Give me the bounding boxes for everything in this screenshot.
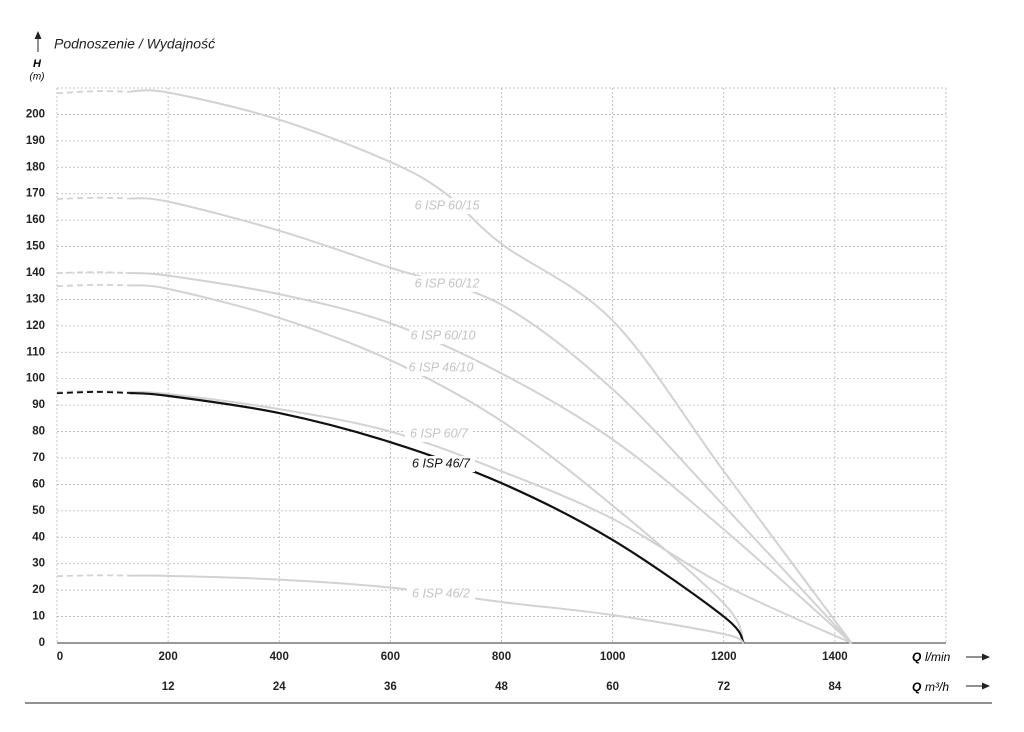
y-tick-label: 20 <box>32 584 45 596</box>
curve <box>129 272 853 644</box>
y-tick-label: 180 <box>26 161 45 173</box>
x-tick-label: 1000 <box>600 651 626 663</box>
plot-area: 0102030405060708090100110120130140150160… <box>26 87 947 693</box>
chart-title: Podnoszenie / Wydajność <box>54 36 215 52</box>
y-tick-label: 150 <box>26 241 45 253</box>
curve-label: 6 ISP 60/7 <box>410 426 469 440</box>
y-tick-label: 110 <box>26 346 45 358</box>
curve-label: 6 ISP 60/10 <box>411 328 476 342</box>
x2-axis-label: Q <box>912 680 922 694</box>
curve-dashed <box>56 90 130 95</box>
x-tick-label: 1200 <box>711 651 737 663</box>
curve-label: 6 ISP 60/15 <box>415 198 480 212</box>
y-tick-label: 60 <box>32 478 45 490</box>
x-tick-label: 800 <box>492 651 511 663</box>
y-tick-label: 120 <box>26 320 45 332</box>
curve-label-bg <box>407 586 475 602</box>
curve-dashed <box>56 574 130 578</box>
x2-tick-label: 12 <box>162 681 175 693</box>
x2-tick-label: 84 <box>828 681 841 693</box>
curve-dashed <box>56 271 130 274</box>
x-axis-unit: l/min <box>925 650 951 664</box>
curve-dashed <box>56 283 130 288</box>
curve-label: 6 ISP 46/7 <box>412 456 471 470</box>
y-axis-label: H <box>33 58 42 70</box>
y-tick-label: 140 <box>26 267 45 279</box>
y-tick-label: 90 <box>32 399 45 411</box>
x-tick-label: 1400 <box>822 651 848 663</box>
x2-axis-unit: m³/h <box>925 680 949 694</box>
y-tick-label: 130 <box>26 293 45 305</box>
curve-label-bg <box>407 360 475 376</box>
curve-dashed <box>56 391 130 395</box>
y-tick-label: 30 <box>32 558 45 570</box>
axis-arrows <box>25 31 992 704</box>
y-tick-label: 160 <box>26 214 45 226</box>
curve <box>129 89 853 644</box>
x2-tick-label: 60 <box>606 681 619 693</box>
x-tick-label: 400 <box>270 651 289 663</box>
curve <box>129 390 852 644</box>
x2-tick-label: 72 <box>717 681 730 693</box>
y-tick-label: 170 <box>26 188 45 200</box>
y-tick-label: 70 <box>32 452 45 464</box>
y-tick-label: 0 <box>39 637 45 649</box>
y-tick-label: 50 <box>32 505 45 517</box>
curve-label: 6 ISP 46/2 <box>412 586 470 600</box>
y-axis-unit: (m) <box>30 72 45 83</box>
y-tick-label: 10 <box>32 611 45 623</box>
y-tick-label: 200 <box>26 108 45 120</box>
curve-label-bg <box>409 328 477 344</box>
curve-dashed <box>56 390 130 393</box>
curve <box>129 284 745 644</box>
curve <box>129 197 853 644</box>
y-tick-label: 100 <box>26 373 45 385</box>
x2-tick-label: 36 <box>384 681 397 693</box>
y-tick-label: 40 <box>32 531 45 543</box>
x-axis-label: Q <box>912 650 922 664</box>
curve-label-bg <box>407 456 475 472</box>
x-tick-label: 200 <box>159 651 178 663</box>
x2-tick-label: 24 <box>273 681 286 693</box>
curve-label-bg <box>413 276 481 292</box>
x2-tick-label: 48 <box>495 681 508 693</box>
x-tick-label: 600 <box>381 651 400 663</box>
curve-label-bg <box>413 198 481 214</box>
curve-dashed <box>56 196 130 200</box>
y-tick-label: 80 <box>32 426 45 438</box>
curve-label: 6 ISP 60/12 <box>415 276 480 290</box>
curve-label-bg <box>405 426 473 442</box>
curve-label: 6 ISP 46/10 <box>409 360 474 374</box>
y-tick-label: 190 <box>26 135 45 147</box>
x-tick-label: 0 <box>57 651 63 663</box>
